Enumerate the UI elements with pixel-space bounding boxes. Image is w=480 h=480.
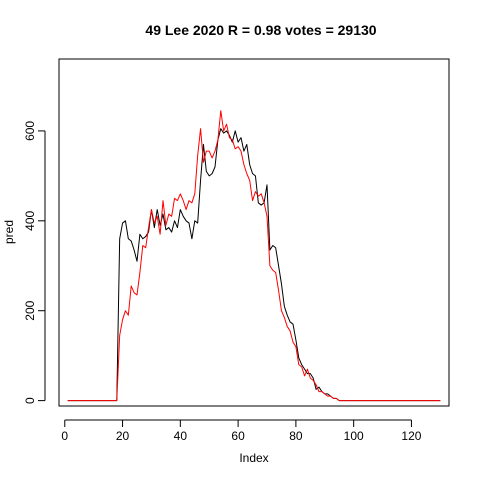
x-axis-label: Index bbox=[239, 451, 268, 465]
x-tick-label: 60 bbox=[231, 429, 245, 443]
y-tick-label: 200 bbox=[23, 300, 37, 320]
x-tick-label: 20 bbox=[116, 429, 130, 443]
plot-frame bbox=[58, 58, 450, 407]
x-tick-label: 40 bbox=[174, 429, 188, 443]
y-axis: 0 200 400 600 bbox=[23, 121, 46, 404]
x-tick-label: 120 bbox=[401, 429, 421, 443]
series-line-2 bbox=[67, 110, 441, 402]
series-line-1 bbox=[67, 128, 441, 402]
y-tick-label: 0 bbox=[23, 397, 37, 404]
x-tick-label: 100 bbox=[344, 429, 364, 443]
y-tick-label: 600 bbox=[23, 121, 37, 141]
x-tick-label: 80 bbox=[289, 429, 303, 443]
x-axis: 0 20 40 60 80 100 120 bbox=[61, 419, 422, 443]
y-tick-label: 400 bbox=[23, 210, 37, 230]
chart-title: 49 Lee 2020 R = 0.98 votes = 29130 bbox=[145, 22, 376, 38]
series-group bbox=[67, 110, 441, 402]
y-axis-label: pred bbox=[2, 220, 16, 244]
x-tick-label: 0 bbox=[61, 429, 68, 443]
